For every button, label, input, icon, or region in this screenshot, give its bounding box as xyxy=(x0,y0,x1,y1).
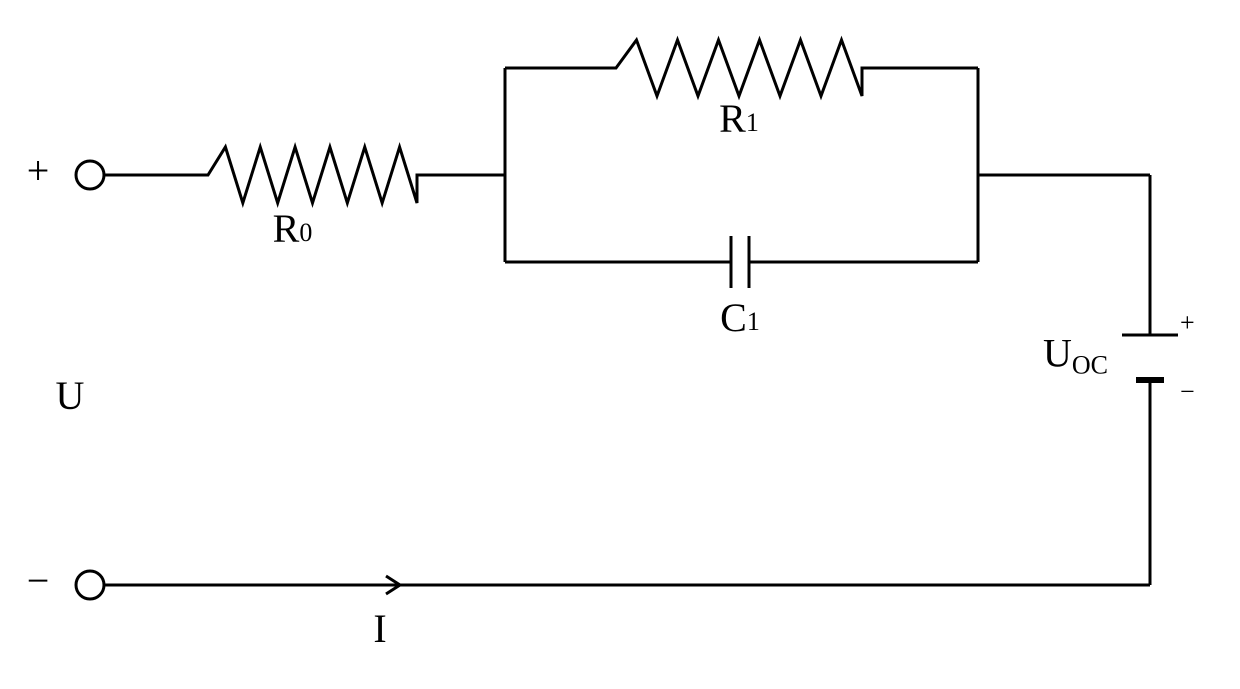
circuit-diagram: + − U I R0 R1 C1 UOC + − xyxy=(0,0,1240,689)
terminal-positive xyxy=(76,161,104,189)
terminal-negative xyxy=(76,571,104,599)
source-Uoc-label: UOC xyxy=(1043,331,1108,380)
plus-label: + xyxy=(27,148,50,193)
capacitor-C1-label: C1 xyxy=(720,295,760,340)
voltage-U-label: U xyxy=(56,373,85,418)
current-I-label: I xyxy=(373,606,386,651)
wires xyxy=(104,40,1178,594)
resistor-R0-label: R0 xyxy=(273,206,313,251)
source-minus-label: − xyxy=(1180,377,1195,406)
resistor-R1-label: R1 xyxy=(719,96,759,141)
minus-label: − xyxy=(27,558,50,603)
source-plus-label: + xyxy=(1180,308,1195,337)
